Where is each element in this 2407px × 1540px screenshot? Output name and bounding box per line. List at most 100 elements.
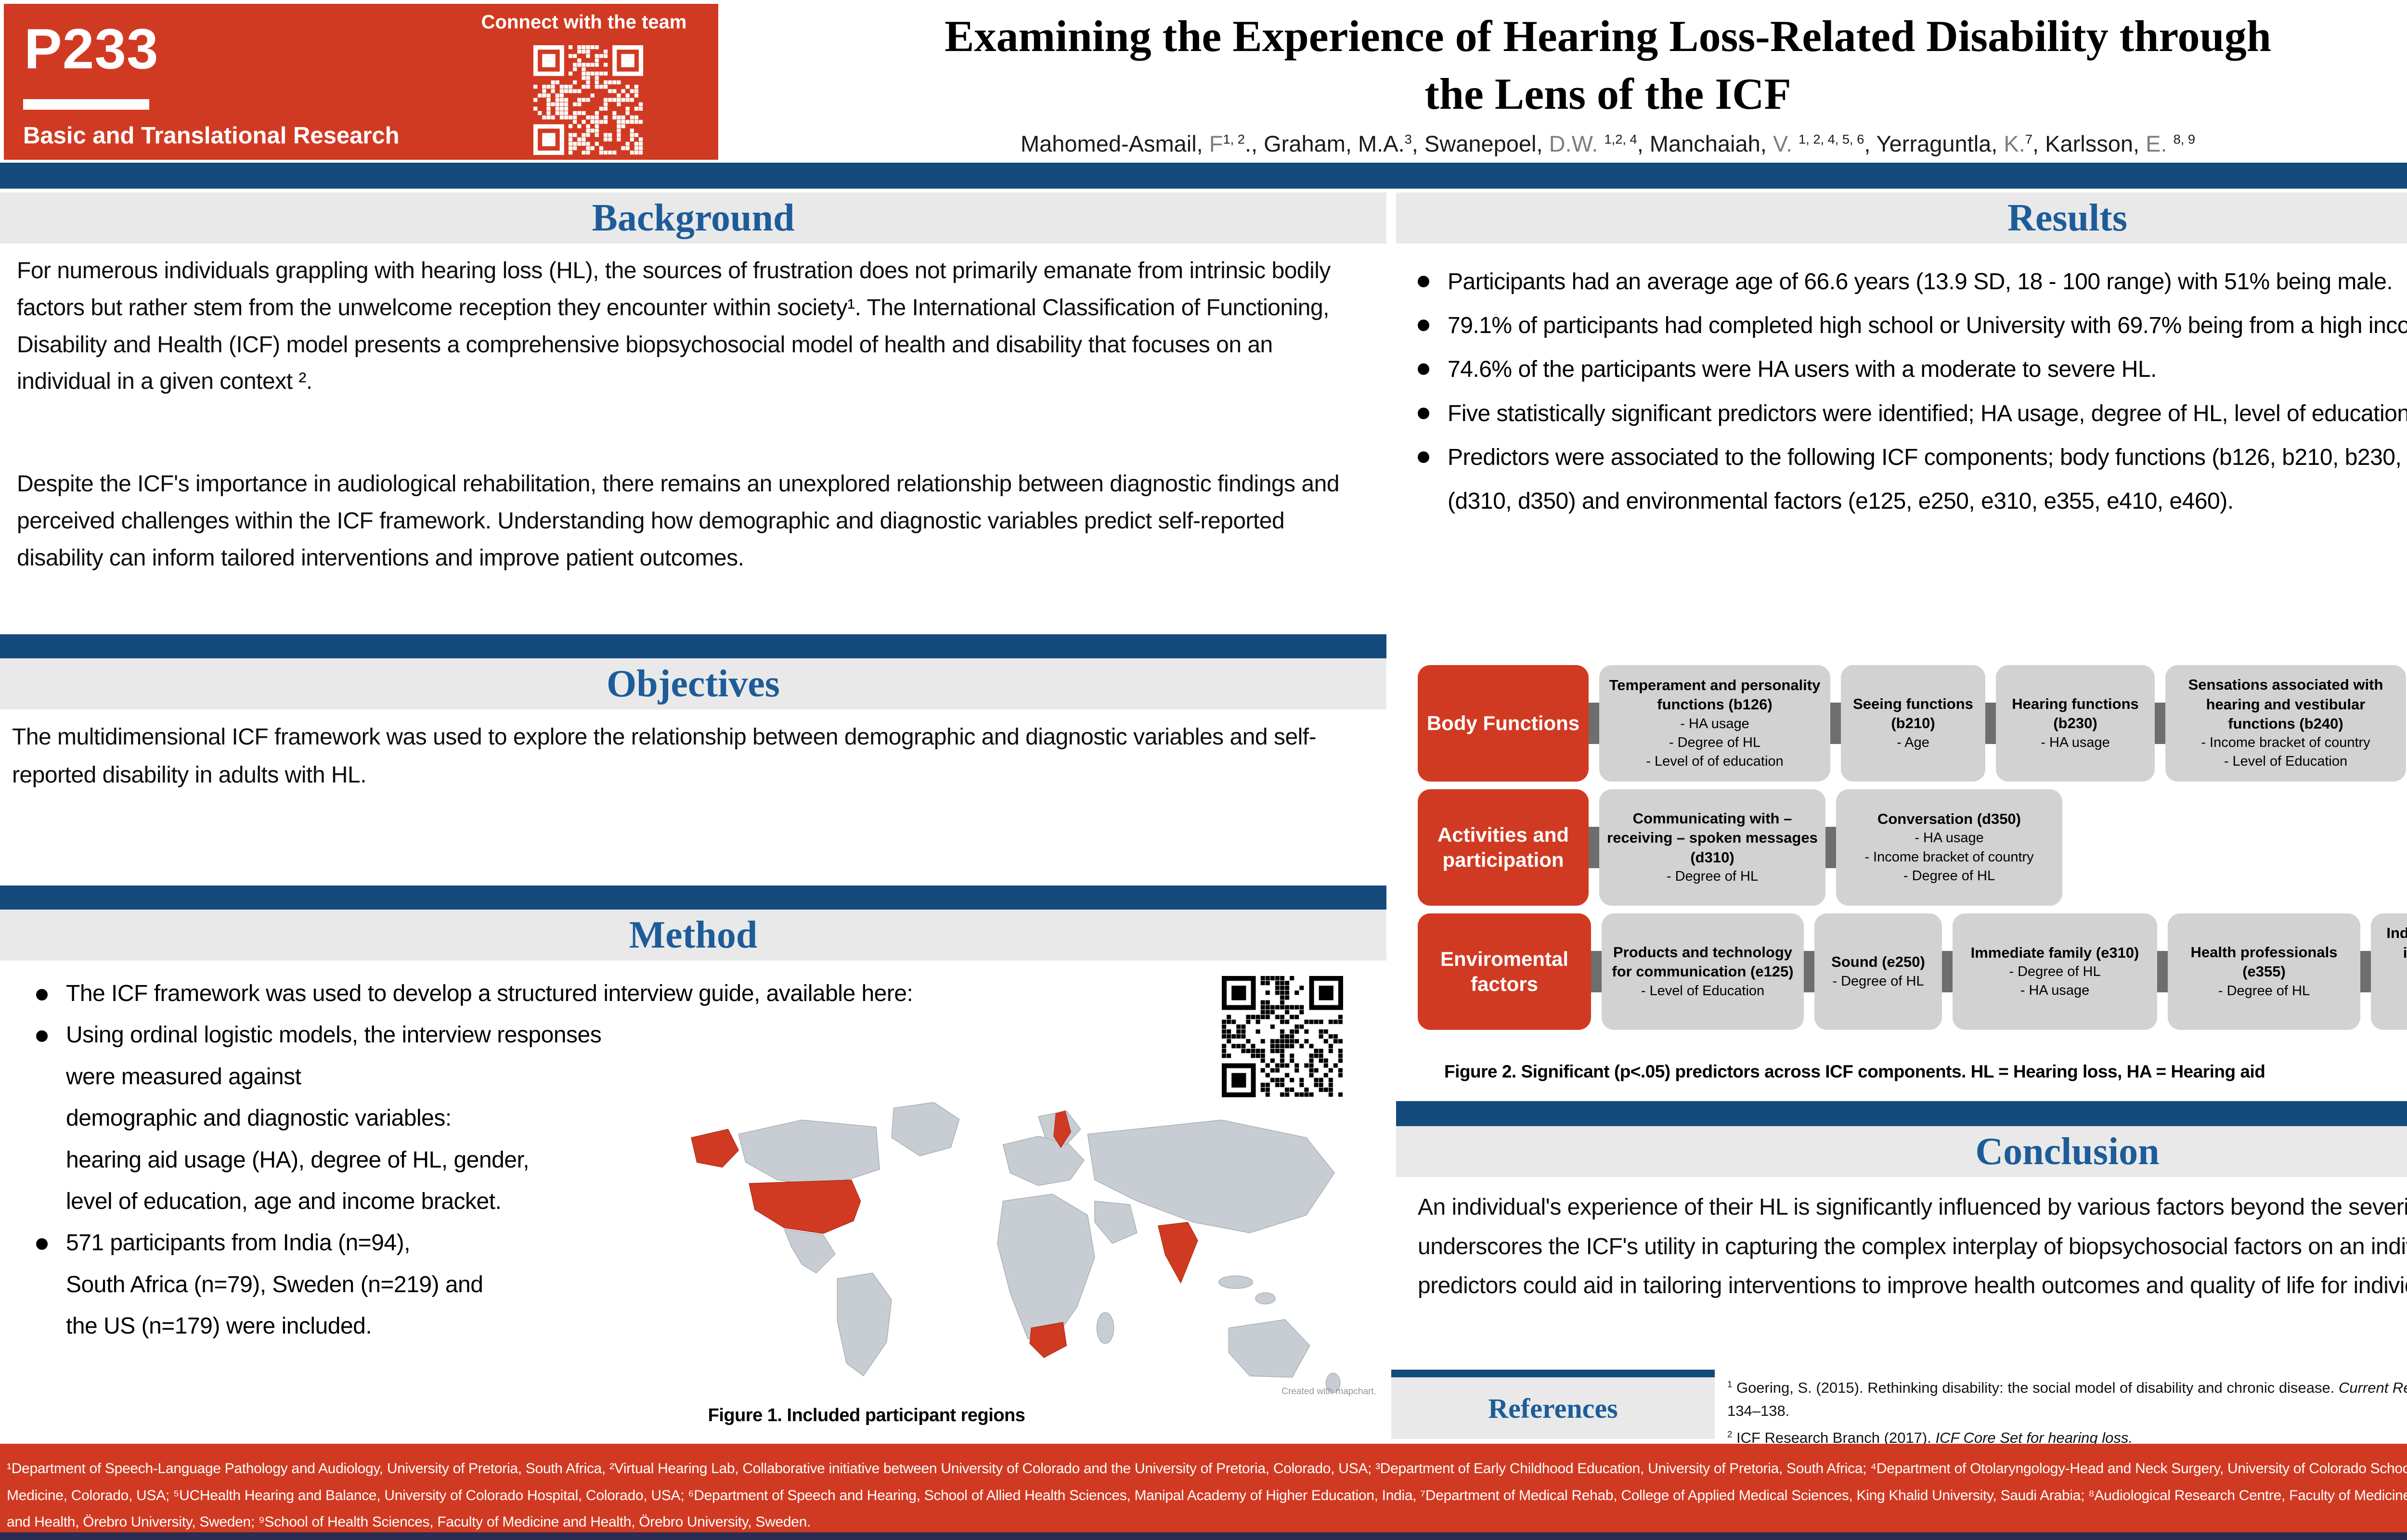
objectives-paragraph: The multidimensional ICF framework was u…: [12, 724, 1317, 788]
icf-row-label: Body Functions: [1418, 665, 1589, 782]
icf-connector: [1589, 703, 1599, 744]
icf-box-item: - HA usage: [2041, 734, 2110, 750]
icf-box: Hearing functions (b230) - HA usage: [1996, 665, 2155, 782]
section-header-results: Results: [1396, 192, 2407, 244]
bullet-dot: [36, 1014, 66, 1042]
map-india-highlight: [1157, 1221, 1198, 1284]
icf-box-title: Immediate family (e310): [1970, 944, 2139, 961]
bullet-dot: [36, 973, 66, 1001]
section-title: Objectives: [607, 662, 780, 705]
icf-box-item: - Level of of education: [1646, 753, 1784, 769]
icf-connector: [1825, 827, 1836, 868]
bottom-edge-strip: [0, 1532, 2407, 1540]
connect-label: Connect with the team: [481, 12, 687, 33]
bullet-dot: [36, 1222, 66, 1250]
background-paragraph-2: Despite the ICF's importance in audiolog…: [17, 471, 1340, 571]
section-title: Method: [629, 913, 758, 956]
bullet-dot: [1418, 347, 1448, 375]
icf-connector: [2155, 703, 2165, 744]
icf-connector: [1942, 951, 1953, 992]
icf-box-title: Products and technology for communicatio…: [1612, 944, 1794, 980]
affiliations-text: ¹Department of Speech-Language Pathology…: [7, 1461, 2407, 1530]
map-sweden-highlight: [1053, 1110, 1071, 1148]
map-asia: [1087, 1119, 1335, 1233]
results-bullet: Five statistically significant predictor…: [1418, 392, 2407, 436]
map-philippines: [1255, 1292, 1276, 1305]
authors-line: Mahomed-Asmail, F1, 2., Graham, M.A.3, S…: [1020, 131, 2196, 157]
results-bullet-list: Participants had an average age of 66.6 …: [1418, 260, 2407, 523]
icf-box-item: - Degree of HL: [1666, 868, 1759, 884]
section-title: Conclusion: [1975, 1130, 2160, 1173]
bullet-dot: [1418, 260, 1448, 287]
icf-box: Health professionals (e355) - Degree of H…: [2168, 913, 2360, 1030]
reference-item: 1 Goering, S. (2015). Rethinking disabil…: [1727, 1379, 2407, 1420]
icf-components-figure: Body Functions Temperament and personalit…: [1418, 665, 2407, 1038]
icf-connector: [1830, 703, 1841, 744]
divider: [0, 634, 1386, 658]
team-qr-code: [533, 45, 643, 155]
figure2-caption: Figure 2. Significant (p<.05) predictors…: [1444, 1062, 2265, 1081]
map-south-africa-highlight: [1029, 1322, 1067, 1358]
map-alaska-highlight: [691, 1129, 739, 1168]
icf-row-label: Enviromental factors: [1418, 913, 1591, 1030]
icf-row: Body Functions Temperament and personalit…: [1418, 665, 2407, 782]
icf-connector: [1985, 703, 1996, 744]
world-map-figure: Created with mapchart.net: [691, 1102, 1377, 1397]
icf-box-title: Sensations associated with hearing and v…: [2188, 676, 2383, 732]
icf-box-title: Temperament and personality functions (b…: [1609, 676, 1821, 713]
reference-item: 2 ICF Research Branch (2017). ICF Core S…: [1727, 1429, 2133, 1447]
icf-box-title: Conversation (d350): [1877, 810, 2021, 828]
header-divider-bar: [0, 163, 2407, 189]
section-title: Results: [2007, 196, 2127, 239]
map-africa: [997, 1194, 1095, 1343]
icf-box: Seeing functions (b210) - Age: [1841, 665, 1985, 782]
icf-box: Temperament and personality functions (b…: [1599, 665, 1830, 782]
bullet-dot: [1418, 392, 1448, 419]
bullet-dot: [1418, 436, 1448, 463]
footer-bar: ¹Department of Speech-Language Pathology…: [0, 1444, 2407, 1534]
divider: [1391, 1370, 1715, 1377]
map-middle-east: [1094, 1200, 1138, 1244]
icf-box: Communicating with – receiving – spoken …: [1599, 789, 1825, 906]
icf-connector: [1591, 951, 1602, 992]
icf-box: Immediate family (e310) - Degree of HL - H…: [1953, 913, 2157, 1030]
method-bullet-list: The ICF framework was used to develop a …: [36, 973, 913, 1348]
icf-box-title: Hearing functions (b230): [2012, 695, 2139, 732]
section-header-objectives: Objectives: [0, 658, 1386, 709]
icf-connector: [1804, 951, 1814, 992]
map-madagascar: [1096, 1312, 1114, 1344]
references-list: 1 Goering, S. (2015). Rethinking disabil…: [1727, 1376, 2407, 1453]
map-canada: [738, 1119, 880, 1186]
icf-box-item: - Income bracket of country: [1864, 849, 2034, 865]
poster-title-line1: Examining the Experience of Hearing Loss…: [945, 12, 2271, 61]
results-bullet: Predictors were associated to the follow…: [1418, 436, 2407, 523]
icf-box-title: Health professionals (e355): [2190, 944, 2338, 980]
icf-connector: [1589, 827, 1599, 868]
icf-box: Individual attitudes of immediate family…: [2371, 913, 2407, 1030]
method-bullet: Using ordinal logistic models, the inter…: [36, 1014, 913, 1222]
icf-box-item: - Level of Education: [2224, 754, 2348, 770]
icf-box-title: Sound (e250): [1831, 953, 1925, 971]
map-new-zealand: [1325, 1373, 1341, 1393]
title-block: Examining the Experience of Hearing Loss…: [751, 8, 2407, 157]
icf-box: Conversation (d350) - HA usage - Income br…: [1836, 789, 2062, 906]
icf-box-item: - Level of Education: [1641, 983, 1765, 999]
method-bullet: 571 participants from India (n=94), South…: [36, 1222, 913, 1347]
icf-box-item: - HA usage: [1915, 830, 1984, 846]
conclusion-paragraph: An individual's experience of their HL i…: [1418, 1194, 2407, 1299]
divider-bar: [23, 99, 149, 110]
section-header-method: Method: [0, 910, 1386, 961]
map-watermark: Created with mapchart.net: [1281, 1386, 1377, 1397]
map-europe: [1002, 1136, 1085, 1186]
map-mexico: [784, 1229, 836, 1274]
section-header-conclusion: Conclusion: [1396, 1126, 2407, 1177]
bullet-dot: [1418, 304, 1448, 331]
map-australia: [1228, 1319, 1310, 1378]
icf-connector: [2157, 951, 2168, 992]
icf-box-item: - Income bracket of country: [2201, 735, 2370, 751]
background-paragraph-1: For numerous individuals grappling with …: [17, 258, 1331, 395]
icf-box-title: Individual attitudes of immediate family…: [2386, 924, 2407, 980]
results-bullet: Participants had an average age of 66.6 …: [1418, 260, 2407, 304]
icf-box: Sound (e250) - Degree of HL: [1814, 913, 1942, 1030]
